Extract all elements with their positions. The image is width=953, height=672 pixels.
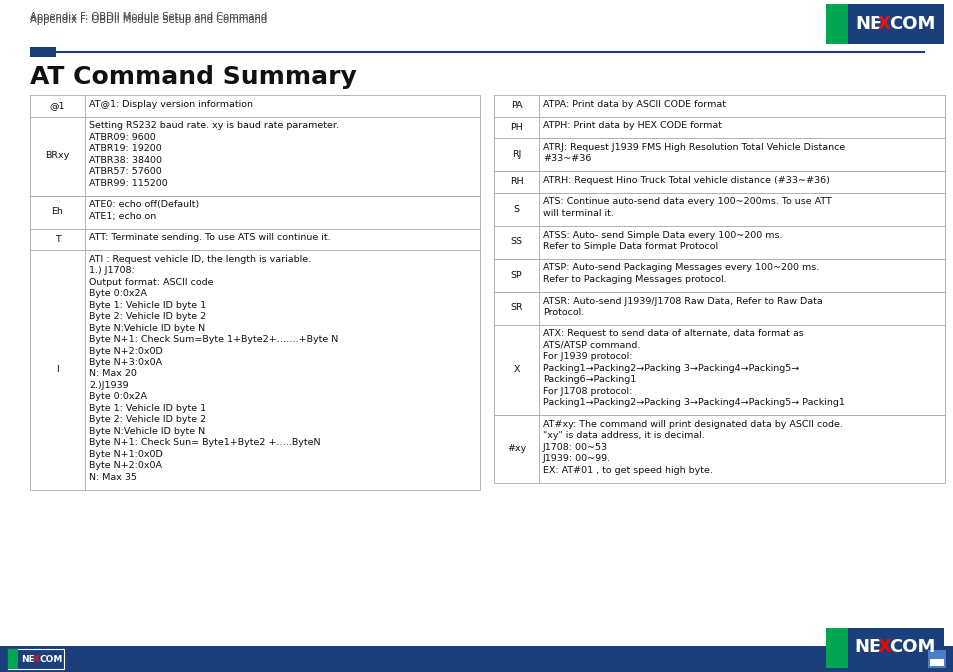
Text: NE: NE	[853, 638, 881, 656]
Text: ATSP: Auto-send Packaging Messages every 100~200 ms.
Refer to Packaging Messages: ATSP: Auto-send Packaging Messages every…	[542, 263, 819, 284]
Bar	[30, 250, 479, 490]
Text: ATT: Terminate sending. To use ATS will continue it.: ATT: Terminate sending. To use ATS will …	[89, 233, 331, 243]
Text: NE: NE	[21, 655, 34, 663]
Text: ATSS: Auto- send Simple Data every 100~200 ms.
Refer to Simple Data format Proto: ATSS: Auto- send Simple Data every 100~2…	[542, 230, 781, 251]
Bar	[825, 4, 847, 44]
Text: PA: PA	[510, 101, 521, 110]
Text: BRxy: BRxy	[46, 151, 70, 161]
Text: Eh: Eh	[51, 208, 63, 216]
Bar	[494, 292, 944, 325]
Text: COM: COM	[40, 655, 63, 663]
Text: S: S	[513, 204, 519, 214]
Text: ATS: Continue auto-send data every 100~200ms. To use ATT
will terminal it.: ATS: Continue auto-send data every 100~2…	[542, 198, 831, 218]
Text: ATPH: Print data by HEX CODE format: ATPH: Print data by HEX CODE format	[542, 122, 721, 130]
Bar	[825, 628, 847, 668]
Text: AT@1: Display version information: AT@1: Display version information	[89, 100, 253, 109]
Text: SR: SR	[510, 304, 522, 312]
Text: SS: SS	[510, 237, 522, 247]
Text: Appendix F: OBDII Module Setup and Command: Appendix F: OBDII Module Setup and Comma…	[30, 12, 267, 22]
Text: AT Command Summary: AT Command Summary	[30, 65, 356, 89]
Bar	[494, 192, 944, 226]
Text: X: X	[877, 638, 891, 656]
Bar	[825, 4, 943, 44]
Text: ATE0: echo off(Default)
ATE1; echo on: ATE0: echo off(Default) ATE1; echo on	[89, 200, 199, 221]
Text: Setting RS232 baud rate. xy is baud rate parameter.
ATBR09: 9600
ATBR19: 19200
A: Setting RS232 baud rate. xy is baud rate…	[89, 122, 338, 187]
Bar	[494, 171, 944, 192]
Text: ATRJ: Request J1939 FMS High Resolution Total Vehicle Distance
#33~#36: ATRJ: Request J1939 FMS High Resolution …	[542, 143, 844, 163]
Bar	[8, 649, 64, 669]
Bar	[494, 325, 944, 415]
Text: COM: COM	[888, 15, 934, 33]
Bar	[30, 47, 56, 57]
Text: X: X	[513, 366, 519, 374]
Text: ATX: Request to send data of alternate, data format as
ATS/ATSP command.
For J19: ATX: Request to send data of alternate, …	[542, 329, 844, 407]
Bar	[30, 228, 479, 250]
Bar	[494, 259, 944, 292]
Bar	[30, 116, 479, 196]
Bar	[929, 659, 943, 666]
Bar	[825, 628, 943, 668]
Text: @1: @1	[50, 101, 65, 110]
Bar	[30, 95, 479, 116]
Bar	[494, 138, 944, 171]
Bar	[8, 649, 18, 669]
Bar	[494, 95, 944, 116]
Text: AT#xy: The command will print designated data by ASCII code.
"xy" is data addres: AT#xy: The command will print designated…	[542, 420, 842, 475]
Bar	[494, 226, 944, 259]
Text: ATI : Request vehicle ID, the length is variable.
1.) J1708:
Output format: ASCI: ATI : Request vehicle ID, the length is …	[89, 255, 338, 482]
Text: PH: PH	[510, 123, 522, 132]
Text: ATPA: Print data by ASCII CODE format: ATPA: Print data by ASCII CODE format	[542, 100, 725, 109]
Text: X: X	[33, 655, 40, 663]
Text: T: T	[54, 235, 60, 244]
Text: NE: NE	[854, 15, 882, 33]
Text: RJ: RJ	[511, 150, 520, 159]
Text: RH: RH	[509, 177, 523, 186]
Bar	[494, 116, 944, 138]
Text: X: X	[877, 15, 890, 33]
Text: Appendix F: OBDII Module Setup and Command: Appendix F: OBDII Module Setup and Comma…	[30, 15, 267, 25]
Bar	[30, 196, 479, 228]
Text: COM: COM	[888, 638, 934, 656]
Bar	[0, 646, 953, 672]
Bar	[494, 415, 944, 482]
Text: ATSR: Auto-send J1939/J1708 Raw Data, Refer to Raw Data
Protocol.: ATSR: Auto-send J1939/J1708 Raw Data, Re…	[542, 296, 821, 317]
Text: SP: SP	[510, 271, 522, 280]
Bar	[927, 650, 945, 668]
Text: I: I	[56, 366, 59, 374]
Text: ATRH: Request Hino Truck Total vehicle distance (#33~#36): ATRH: Request Hino Truck Total vehicle d…	[542, 176, 829, 185]
Text: #xy: #xy	[506, 444, 525, 453]
